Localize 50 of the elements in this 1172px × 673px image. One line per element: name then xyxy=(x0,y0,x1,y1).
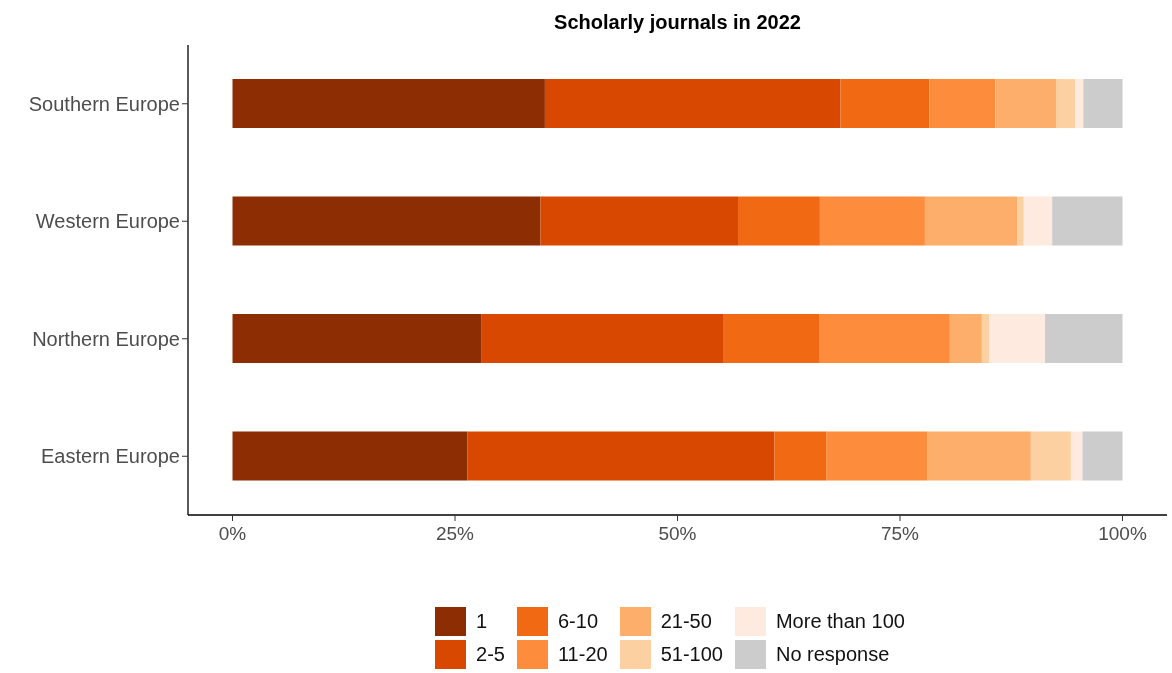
legend-label: No response xyxy=(775,643,890,666)
legend-label: 11-20 xyxy=(557,643,608,666)
y-tick-label: Eastern Europe xyxy=(41,445,180,468)
bar xyxy=(1030,431,1071,481)
x-tick-label: 50% xyxy=(658,523,697,545)
bar xyxy=(232,431,468,481)
y-tick-label: Western Europe xyxy=(35,210,180,233)
bar xyxy=(819,314,950,364)
bar xyxy=(540,196,739,246)
x-tick-label: 100% xyxy=(1098,523,1147,545)
bar xyxy=(826,431,928,481)
y-tick-label: Southern Europe xyxy=(28,92,180,115)
bar xyxy=(1082,431,1123,481)
x-tick-label: 25% xyxy=(435,523,475,545)
legend-label: 21-50 xyxy=(660,610,712,633)
bar xyxy=(924,196,1018,246)
x-tick-label: 0% xyxy=(218,523,247,545)
bar xyxy=(1052,196,1123,246)
bar xyxy=(989,314,1046,364)
bar xyxy=(1056,79,1076,129)
bar xyxy=(738,196,820,246)
bar xyxy=(232,314,482,364)
bar xyxy=(1083,79,1123,129)
bar xyxy=(774,431,827,481)
bar xyxy=(1070,431,1083,481)
bar xyxy=(927,431,1031,481)
chart-title: Scholarly journals in 2022 xyxy=(553,11,802,34)
bar xyxy=(1045,314,1123,364)
y-tick-label: Northern Europe xyxy=(32,327,180,350)
legend-label: 1 xyxy=(476,610,488,633)
bar xyxy=(1017,196,1024,246)
bar xyxy=(481,314,724,364)
legend-label: 6-10 xyxy=(557,610,599,633)
bar xyxy=(949,314,982,364)
bar xyxy=(840,79,930,129)
bar xyxy=(981,314,989,364)
legend-label: 51-100 xyxy=(660,643,723,666)
bar xyxy=(544,79,841,129)
legend-label: 2-5 xyxy=(476,643,505,666)
bar xyxy=(232,196,541,246)
bar xyxy=(1075,79,1084,129)
bar xyxy=(995,79,1057,129)
x-tick-label: 75% xyxy=(880,523,920,545)
bar xyxy=(1023,196,1053,246)
bar xyxy=(232,79,545,129)
bar xyxy=(819,196,925,246)
bar xyxy=(467,431,775,481)
bar xyxy=(929,79,996,129)
bar xyxy=(723,314,820,364)
legend-label: More than 100 xyxy=(775,610,905,633)
